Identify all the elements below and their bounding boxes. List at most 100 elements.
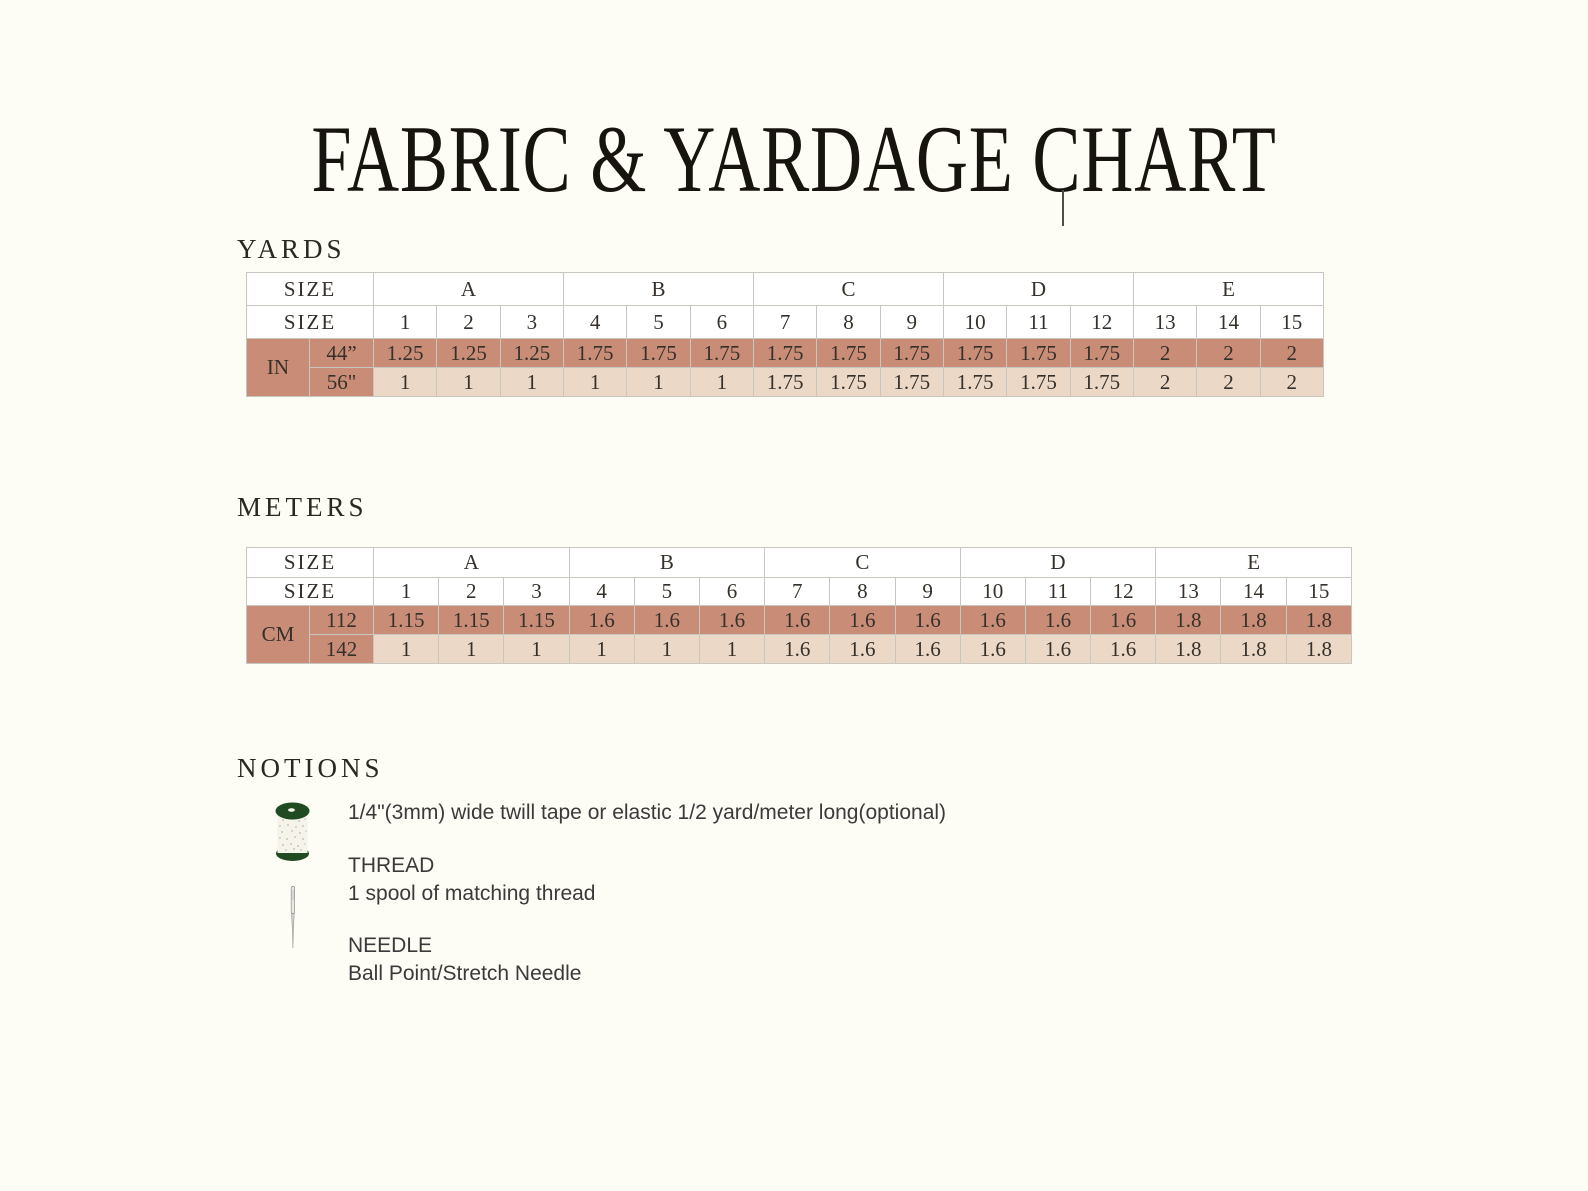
yards-group-header-cell: A [373, 272, 564, 306]
yards-group-header-cell: D [942, 272, 1134, 306]
thread-spool-icon [275, 802, 310, 861]
meters-size-number-cell: 3 [503, 577, 570, 606]
needle-description: Ball Point/Stretch Needle [348, 962, 582, 985]
meters-size-number-cell: 12 [1090, 577, 1157, 606]
thread-description: 1 spool of matching thread [348, 882, 596, 905]
meters-value-cell: 1.15 [373, 605, 440, 635]
yards-value-cell: 1.25 [436, 338, 501, 368]
yards-value-cell: 1 [436, 367, 501, 397]
meters-value-cell: 1.8 [1285, 634, 1353, 664]
yards-value-cell: 1.75 [752, 367, 818, 397]
meters-value-cell: 1.6 [959, 634, 1026, 664]
meters-value-cell: 1.6 [894, 605, 961, 635]
yards-size-number-cell: 5 [626, 305, 691, 339]
yards-size-header: SIZE [245, 305, 375, 339]
yards-value-cell: 1.75 [942, 367, 1008, 397]
yards-group-header-cell: E [1132, 272, 1325, 306]
page-title: FABRIC & YARDAGE CHART [311, 105, 1277, 212]
yards-value-cell: 2 [1132, 367, 1198, 397]
thread-notion: THREAD 1 spool of matching thread [348, 852, 596, 908]
yards-value-cell: 1 [373, 367, 438, 397]
yards-value-cell: 1 [689, 367, 754, 397]
meters-value-cell: 1.6 [568, 605, 635, 635]
meters-value-cell: 1 [633, 634, 700, 664]
yards-group-header-cell: C [752, 272, 944, 306]
yards-size-number-cell: 10 [942, 305, 1008, 339]
yards-size-number-cell: 2 [436, 305, 501, 339]
meters-value-cell: 1 [503, 634, 570, 664]
yards-value-cell: 1.75 [1006, 367, 1071, 397]
yards-value-cell: 1.25 [499, 338, 565, 368]
yards-value-cell: 1 [626, 367, 691, 397]
yards-value-cell: 2 [1196, 338, 1261, 368]
meters-value-cell: 1 [373, 634, 440, 664]
yards-size-number-cell: 8 [816, 305, 881, 339]
meters-width-label-cell: 112 [308, 605, 375, 635]
meters-group-header-cell: C [764, 547, 961, 578]
meters-group-header-cell: D [959, 547, 1157, 578]
yards-value-cell: 1.75 [879, 367, 944, 397]
thread-title: THREAD [348, 854, 435, 877]
yards-size-number-cell: 4 [562, 305, 628, 339]
meters-size-number-cell: 11 [1024, 577, 1092, 606]
yards-value-cell: 1.75 [626, 338, 691, 368]
yards-value-cell: 1 [499, 367, 565, 397]
yards-value-cell: 1.75 [752, 338, 818, 368]
meters-value-cell: 1.6 [633, 605, 700, 635]
meters-size-number-cell: 10 [959, 577, 1026, 606]
yards-value-cell: 1.75 [942, 338, 1008, 368]
meters-group-header-cell: B [568, 547, 766, 578]
meters-size-number-cell: 1 [373, 577, 440, 606]
meters-value-cell: 1.15 [438, 605, 505, 635]
yards-size-number-cell: 6 [689, 305, 754, 339]
yards-size-number-cell: 3 [499, 305, 565, 339]
meters-size-col-header: SIZE [245, 547, 375, 578]
meters-value-cell: 1 [438, 634, 505, 664]
meters-section-heading: METERS [237, 492, 368, 523]
yards-value-cell: 2 [1259, 367, 1325, 397]
tape-notion-text: 1/4"(3mm) wide twill tape or elastic 1/2… [348, 801, 947, 824]
yards-size-col-header: SIZE [245, 272, 375, 306]
meters-value-cell: 1.6 [764, 634, 831, 664]
meters-value-cell: 1.15 [503, 605, 570, 635]
meters-group-header-cell: A [373, 547, 570, 578]
meters-value-cell: 1.8 [1220, 634, 1287, 664]
yards-value-cell: 2 [1259, 338, 1325, 368]
needle-title: NEEDLE [348, 934, 433, 957]
yards-table-container: SIZE A B C D E SIZE 1 2 3 4 5 6 7 8 9 10 11 12 13 14 15 IN 44” 1… [245, 272, 1325, 397]
yards-value-cell: 1.75 [562, 338, 628, 368]
meters-size-number-cell: 8 [829, 577, 896, 606]
meters-size-header: SIZE [245, 577, 375, 606]
meters-size-number-cell: 14 [1220, 577, 1287, 606]
yards-size-number-cell: 1 [373, 305, 438, 339]
meters-table: SIZE A B C D E SIZE 1 2 3 4 5 6 7 8 9 10 11 12 13 14 15 CM 112 1… [245, 547, 1353, 664]
yards-size-number-cell: 12 [1069, 305, 1134, 339]
yards-value-cell: 1.25 [373, 338, 438, 368]
yards-size-number-cell: 11 [1006, 305, 1071, 339]
meters-value-cell: 1.8 [1285, 605, 1353, 635]
meters-value-cell: 1.6 [829, 605, 896, 635]
yards-value-cell: 1 [562, 367, 628, 397]
yards-size-number-cell: 15 [1259, 305, 1325, 339]
yards-size-number-cell: 13 [1132, 305, 1198, 339]
yards-group-header-cell: B [563, 272, 754, 306]
needle-icon [290, 886, 295, 949]
meters-size-number-cell: 15 [1285, 577, 1353, 606]
yards-value-cell: 2 [1132, 338, 1198, 368]
meters-group-header-cell: E [1155, 547, 1352, 578]
meters-width-label-cell: 142 [308, 634, 375, 664]
meters-value-cell: 1 [568, 634, 635, 664]
meters-value-cell: 1.6 [894, 634, 961, 664]
meters-value-cell: 1.6 [1090, 634, 1157, 664]
yards-width-label-cell: 44” [308, 338, 375, 368]
meters-size-number-cell: 2 [438, 577, 505, 606]
meters-unit-cell: CM [246, 605, 310, 664]
yards-value-cell: 1.75 [816, 367, 881, 397]
yards-value-cell: 1.75 [1069, 338, 1134, 368]
meters-size-number-cell: 6 [698, 577, 766, 606]
meters-value-cell: 1.8 [1220, 605, 1287, 635]
meters-value-cell: 1.6 [764, 605, 831, 635]
meters-size-number-cell: 9 [894, 577, 961, 606]
yards-value-cell: 1.75 [1069, 367, 1134, 397]
